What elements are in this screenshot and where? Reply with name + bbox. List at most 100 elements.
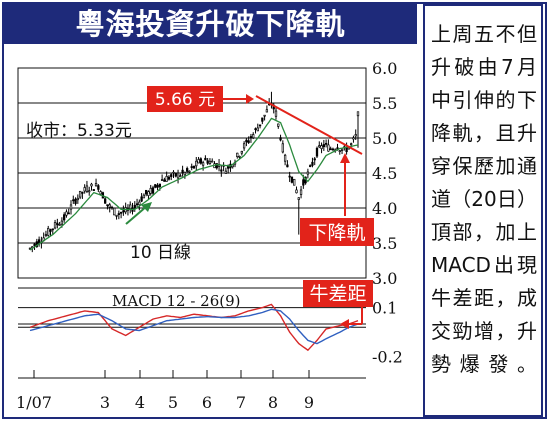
- candle: [265, 105, 269, 113]
- candle: [58, 221, 61, 226]
- candle: [324, 139, 328, 148]
- candle: [147, 190, 150, 200]
- candle: [113, 207, 116, 216]
- candle: [236, 152, 239, 159]
- peak-arrow-head: [246, 94, 254, 104]
- candle: [195, 157, 198, 171]
- candle: [74, 197, 77, 206]
- candle: [51, 228, 54, 235]
- candle: [67, 208, 70, 215]
- candle: [115, 214, 118, 220]
- candle: [129, 201, 132, 214]
- price-tick-label: 5.0: [372, 129, 397, 148]
- ma-label: 10 日線: [130, 243, 191, 263]
- candle: [329, 146, 332, 151]
- x-tick-label: 7: [236, 393, 246, 412]
- candle: [101, 191, 105, 199]
- candle: [204, 155, 207, 161]
- candle: [340, 148, 344, 155]
- candle: [201, 160, 205, 171]
- candle: [256, 123, 259, 132]
- candle: [135, 198, 139, 209]
- candle: [263, 114, 266, 121]
- candle: [261, 117, 264, 125]
- close-label: 收市：5.33元: [26, 121, 132, 141]
- candle: [124, 202, 127, 215]
- candle: [163, 177, 166, 182]
- candle: [179, 173, 182, 178]
- candle: [90, 182, 93, 191]
- candle: [174, 172, 177, 178]
- candle: [242, 141, 246, 151]
- macd-tick-label: 0.1: [372, 299, 397, 318]
- candle: [56, 218, 59, 229]
- candle: [245, 138, 248, 147]
- macd-callout-arrow-head: [340, 319, 349, 329]
- macd-callout-box: [303, 280, 373, 307]
- candle: [315, 146, 319, 158]
- candle: [53, 219, 57, 230]
- candle: [240, 150, 243, 156]
- candle: [110, 205, 114, 210]
- signal-line: [29, 308, 359, 345]
- candle: [279, 134, 282, 142]
- candle: [206, 158, 209, 166]
- candle: [197, 156, 200, 164]
- candle: [85, 180, 89, 194]
- candle: [88, 186, 91, 196]
- candle: [190, 163, 193, 171]
- commentary-text: 上周五不但升破由7月中引伸的下降軌，且升穿保歷加通道（20日）頂部，加上MACD…: [431, 22, 537, 376]
- candle: [311, 157, 314, 168]
- candle: [281, 140, 284, 154]
- candle: [222, 162, 225, 172]
- candle: [293, 178, 296, 186]
- candle: [188, 170, 191, 174]
- commentary-panel: 上周五不但升破由7月中引伸的下降軌，且升穿保歷加通道（20日）頂部，加上MACD…: [423, 4, 543, 417]
- price-tick-label: 5.5: [372, 94, 397, 113]
- candle: [167, 175, 171, 181]
- price-tick-label: 3.5: [372, 234, 397, 253]
- candle: [94, 178, 98, 187]
- candle: [145, 189, 148, 197]
- candle: [224, 167, 228, 174]
- candle: [181, 165, 184, 177]
- candle: [97, 184, 100, 193]
- candle: [63, 212, 66, 223]
- candle: [108, 202, 111, 213]
- candle: [318, 141, 321, 149]
- candle: [72, 195, 75, 204]
- candle: [320, 142, 323, 154]
- candle: [331, 147, 335, 151]
- candle: [165, 171, 168, 182]
- candle: [81, 191, 84, 199]
- trendline-label-box: [300, 218, 374, 246]
- candle: [254, 127, 257, 134]
- candle: [170, 173, 173, 181]
- candle: [327, 139, 330, 152]
- candle: [186, 166, 189, 174]
- trendline-arrow-head: [340, 153, 350, 163]
- candle: [309, 164, 312, 168]
- candle: [106, 204, 109, 210]
- stock-chart: 3.0 3.5 4.0 4.5 5.0 5.5 6.0 5.66 元 收市：5.33元 下降…: [16, 59, 403, 412]
- trendline-label: 下降軌: [308, 222, 365, 244]
- price-tick-label: 6.0: [372, 59, 397, 78]
- month-x-axis: 1/07 3 4 5 6 7 8 9: [16, 370, 314, 412]
- candle: [76, 194, 79, 204]
- candle: [65, 209, 68, 218]
- ma-label-arrow: [125, 205, 148, 225]
- candle: [286, 160, 289, 168]
- macd-y-axis: 0.1 -0.2: [372, 299, 403, 367]
- candle: [220, 165, 223, 177]
- x-tick-label: 6: [202, 393, 212, 412]
- candle: [138, 199, 141, 211]
- x-tick-label: 9: [304, 393, 314, 412]
- candle: [270, 91, 273, 109]
- peak-label: 5.66 元: [155, 90, 215, 110]
- candle: [247, 136, 250, 144]
- ma10-line: [29, 117, 359, 251]
- x-tick-label: 1/07: [16, 393, 52, 412]
- candle: [356, 111, 360, 148]
- candle: [156, 183, 159, 191]
- macd-title: MACD 12 - 26(9): [112, 292, 241, 310]
